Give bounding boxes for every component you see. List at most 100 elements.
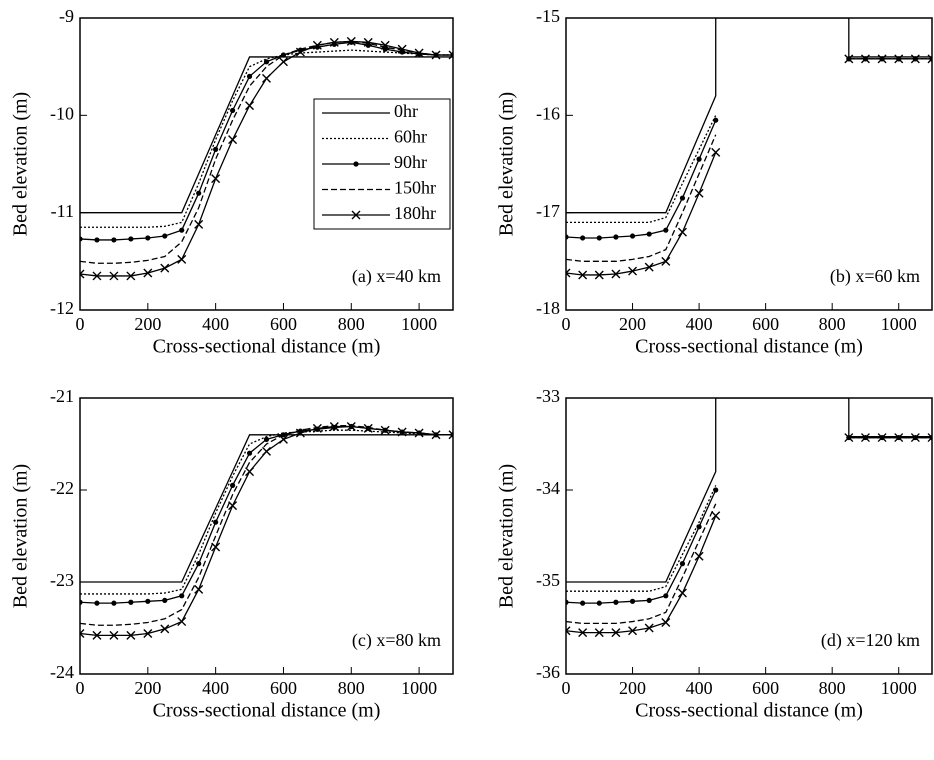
plot-area [80, 422, 453, 640]
marker-dot [596, 600, 602, 606]
marker-group [213, 519, 219, 525]
marker-group [194, 219, 204, 229]
marker-group [109, 271, 119, 281]
marker-dot [196, 561, 202, 567]
marker-group [211, 174, 221, 184]
marker-x [448, 430, 453, 440]
marker-group [177, 254, 187, 264]
marker-dot [613, 599, 619, 605]
series-line [566, 58, 932, 239]
series-line [566, 436, 932, 634]
marker-x [448, 50, 453, 60]
marker-group [663, 593, 669, 599]
marker-group [346, 422, 356, 432]
marker-dot [213, 519, 219, 525]
legend-label: 180hr [394, 203, 436, 223]
marker-dot [629, 598, 636, 604]
marker-dot [646, 231, 652, 237]
marker-dot [696, 156, 702, 162]
marker-group [380, 425, 390, 435]
marker-x [578, 270, 588, 280]
marker-group [713, 117, 719, 123]
marker-group [228, 135, 238, 145]
marker-group [611, 269, 621, 279]
marker-group [94, 600, 100, 606]
marker-dot [179, 227, 185, 233]
series-line [80, 434, 453, 583]
marker-group [644, 262, 654, 272]
marker-group [196, 561, 202, 567]
marker-group [143, 629, 153, 639]
marker-group [160, 263, 170, 273]
marker-x [611, 628, 621, 638]
marker-x [80, 269, 85, 279]
marker-dot [713, 117, 719, 123]
marker-group [177, 617, 187, 627]
marker-x [160, 624, 170, 634]
marker-x [397, 427, 407, 437]
marker-x [397, 44, 407, 54]
marker-group [179, 593, 185, 599]
x-tick-label: 0 [76, 314, 85, 334]
marker-x [611, 269, 621, 279]
marker-x [278, 57, 288, 67]
marker-group [312, 423, 322, 433]
marker-x [661, 256, 671, 266]
x-tick-label: 400 [686, 678, 713, 698]
x-tick-label: 400 [202, 314, 229, 334]
marker-dot [580, 600, 586, 606]
marker-dot [179, 593, 185, 599]
y-axis-label: Bed elevation (m) [496, 92, 518, 236]
marker-group [111, 600, 117, 606]
series-line [566, 436, 932, 592]
marker-group [594, 628, 604, 638]
legend-label: 90hr [394, 152, 427, 172]
marker-group [677, 227, 687, 237]
marker-group [910, 54, 920, 64]
marker-x [278, 434, 288, 444]
panel: -36 -35 -34 -33 0 200 400 600 800 1000 Cross-secti… [496, 386, 933, 722]
x-tick-label: 200 [134, 314, 161, 334]
marker-x [877, 54, 887, 64]
marker-dot [128, 599, 134, 605]
marker-group [329, 37, 339, 47]
marker-group [329, 422, 339, 432]
marker-group [414, 48, 424, 58]
y-tick-label: -10 [50, 103, 74, 123]
panel: -24 -23 -22 -21 0 200 400 600 800 1000 Cross-secti… [10, 386, 454, 722]
marker-group [611, 628, 621, 638]
marker-group [109, 630, 119, 640]
marker-x [694, 188, 704, 198]
marker-x [177, 617, 187, 627]
legend-label: 0hr [394, 101, 418, 121]
marker-dot [196, 190, 202, 196]
marker-group [295, 47, 305, 57]
marker-group [312, 40, 322, 50]
x-tick-label: 600 [270, 314, 297, 334]
marker-dot [679, 195, 686, 201]
series-line [80, 425, 453, 604]
legend-marker [353, 161, 359, 167]
marker-group [295, 428, 305, 438]
marker-x [711, 511, 721, 521]
marker-x [109, 630, 119, 640]
panel: -12 -11 -10 -9 0 200 400 600 800 1000 Cross-sectio… [10, 6, 454, 358]
x-tick-label: 600 [752, 314, 779, 334]
y-tick-label: -36 [536, 662, 560, 682]
annotation: (c) x=80 km [352, 630, 441, 651]
x-tick-label: 1000 [881, 314, 917, 334]
marker-group [694, 188, 704, 198]
marker-group [246, 450, 253, 456]
marker-group [448, 430, 453, 440]
y-tick-label: -22 [50, 478, 74, 498]
marker-group [860, 433, 870, 443]
marker-group [877, 433, 887, 443]
marker-dot [145, 235, 151, 241]
marker-x [628, 626, 638, 636]
marker-x [346, 422, 356, 432]
series-line [566, 58, 932, 276]
marker-x [910, 433, 920, 443]
marker-group [145, 235, 151, 241]
marker-x [126, 271, 136, 281]
marker-group [94, 237, 100, 243]
